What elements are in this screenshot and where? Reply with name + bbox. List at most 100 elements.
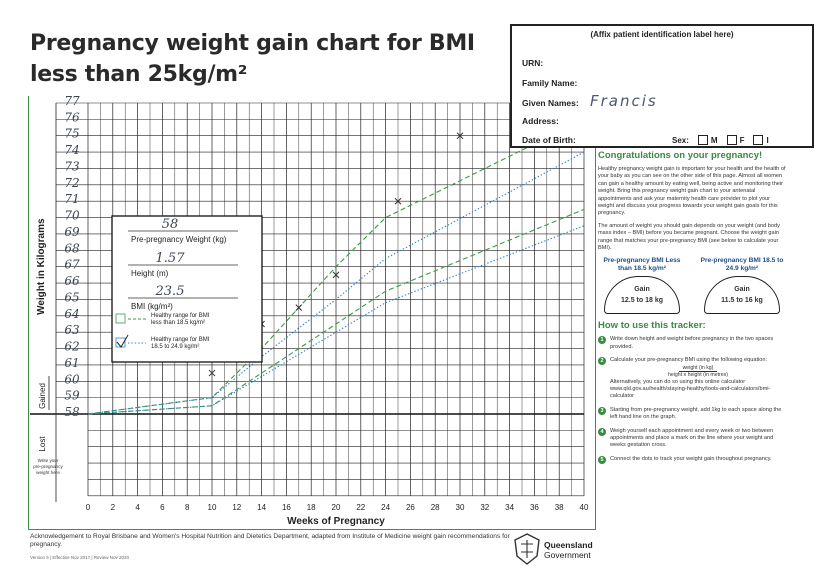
- y-handwritten-label: 76: [64, 110, 80, 124]
- legend2-label: Healthy range for BMI 18.5 to 24.9 kg/m²: [151, 337, 210, 350]
- x-tick-label: 38: [555, 503, 564, 512]
- qld-word-2: Government: [544, 550, 591, 560]
- qld-word-1: Queensland: [544, 540, 593, 550]
- sex-f-label: F: [739, 135, 745, 145]
- bmi-label: BMI (kg/m²): [131, 302, 173, 311]
- x-tick-label: 6: [160, 503, 165, 512]
- y-axis-label: Weight in Kilograms: [36, 218, 47, 315]
- step-3-text: Starting from pre-pregnancy weight, add …: [610, 406, 782, 421]
- step-5: 5 Connect the dots to track your weight g…: [598, 455, 786, 464]
- bmi1-gauge: Gain 12.5 to 18 kg: [604, 276, 680, 315]
- pre-weight-value: 58: [162, 217, 179, 232]
- qld-crest-icon: [514, 533, 540, 565]
- step-5-text: Connect the dots to track your weight ga…: [610, 455, 772, 462]
- gained-label: Gained: [38, 383, 47, 409]
- x-axis-label: Weeks of Pregnancy: [287, 516, 385, 527]
- x-tick-label: 8: [185, 503, 190, 512]
- y-handwritten-label: 63: [64, 323, 80, 337]
- y-handwritten-label: 71: [64, 192, 79, 206]
- step-2-alt-text: Alternatively, you can do so using this …: [610, 378, 771, 400]
- title-line-1: Pregnancy weight gain chart for BMI: [30, 31, 475, 56]
- qld-wordmark: Queensland Government: [544, 540, 593, 560]
- given-names-value[interactable]: Francis: [590, 92, 658, 110]
- how-to-heading: How to use this tracker:: [598, 320, 706, 332]
- y-handwritten-label: 77: [64, 94, 80, 108]
- version-text: Version 5 | Effective Nov 2017 | Review …: [30, 555, 130, 560]
- step-3-marker: 3: [598, 406, 606, 415]
- x-tick-label: 30: [456, 503, 465, 512]
- y-handwritten-label: 65: [64, 290, 79, 304]
- lost-label: Lost: [38, 436, 47, 452]
- y-handwritten-label: 58: [64, 405, 80, 419]
- intro-paragraph: Healthy pregnancy weight gain is importa…: [598, 166, 786, 217]
- y-handwritten-label: 61: [64, 356, 79, 370]
- x-tick-label: 10: [208, 503, 217, 512]
- congrats-heading: Congratulations on your pregnancy!: [598, 150, 763, 161]
- series-line-2: [87, 151, 585, 415]
- bmi-value: 23.5: [155, 284, 185, 299]
- step-1-text: Write down height and weight before preg…: [610, 336, 774, 350]
- y-handwritten-label: 64: [64, 307, 79, 321]
- formula-numerator: weight (in kg): [678, 365, 718, 373]
- y-handwritten-label: 69: [64, 225, 80, 239]
- y-handwritten-label: 60: [64, 372, 80, 386]
- weight-mark-x: [295, 304, 303, 311]
- x-tick-label: 20: [332, 503, 341, 512]
- legend1-label: Healthy range for BMI less than 18.5 kg/m…: [151, 313, 210, 326]
- legend2-check-icon: [116, 334, 129, 348]
- y-handwritten-label: 75: [64, 127, 79, 141]
- y-handwritten-label: 73: [64, 159, 80, 173]
- weight-mark-x: [394, 197, 402, 205]
- bmi1-gain-range: 12.5 to 18 kg: [620, 297, 664, 305]
- sex-f-checkbox[interactable]: [726, 135, 737, 145]
- legend1-checkbox: [115, 313, 126, 324]
- bmi1-title: Pre-pregnancy BMI Less than 18.5 kg/m²: [603, 257, 681, 273]
- x-tick-label: 24: [381, 503, 390, 512]
- bmi2-gauge: Gain 11.5 to 16 kg: [704, 276, 780, 315]
- urn-label: URN:: [522, 58, 544, 68]
- y-handwritten-label: 67: [64, 258, 80, 272]
- title-line-2: less than 25kg/m²: [30, 62, 248, 87]
- y-handwritten-label: 68: [64, 241, 80, 255]
- bmi1-gain-label: Gain: [634, 286, 650, 294]
- x-tick-label: 4: [135, 503, 140, 512]
- bmi2-gain-range: 11.5 to 16 kg: [721, 297, 763, 305]
- sex-m-checkbox[interactable]: [697, 135, 708, 145]
- bmi-paragraph: The amount of weight you should gain dep…: [598, 222, 780, 252]
- sex-i-checkbox[interactable]: [753, 135, 764, 145]
- x-tick-label: 26: [406, 503, 415, 512]
- step-1-marker: 1: [598, 336, 606, 345]
- sex-label: Sex:: [672, 135, 689, 145]
- given-names-label: Given Names:: [522, 98, 579, 108]
- x-tick-label: 0: [86, 503, 91, 512]
- step-4-text: Weigh yourself each appointment and ever…: [610, 427, 774, 449]
- step-2-text: Calculate your pre-pregnancy BMI using t…: [610, 357, 768, 364]
- bmi2-gain-label: Gain: [734, 286, 750, 294]
- family-name-label: Family Name:: [522, 78, 578, 88]
- patient-label-box: (Affix patient identification label here…: [510, 24, 814, 148]
- pre-weight-label: Pre-pregnancy Weight (kg): [131, 235, 227, 244]
- step-1: 1 Write down height and weight before pre…: [598, 336, 786, 351]
- y-handwritten-label: 66: [64, 274, 80, 288]
- step-4: 4 Weigh yourself each appointment and eve…: [598, 427, 786, 450]
- x-tick-label: 18: [307, 503, 316, 512]
- info-box: [111, 215, 263, 363]
- y-handwritten-label: 62: [64, 340, 79, 354]
- y-handwritten-label: 72: [64, 176, 79, 190]
- sex-m-label: M: [710, 135, 718, 145]
- step-4-marker: 4: [598, 427, 606, 436]
- x-tick-label: 22: [356, 503, 365, 512]
- sex-field: Sex: M F I: [672, 135, 769, 145]
- x-tick-label: 40: [580, 503, 589, 512]
- series-line-1: [87, 208, 585, 415]
- series-line-3: [87, 225, 585, 415]
- dob-label: Date of Birth:: [522, 135, 576, 145]
- x-tick-label: 36: [530, 503, 539, 512]
- y-handwritten-label: 59: [64, 389, 80, 403]
- sex-i-label: I: [766, 135, 769, 145]
- x-tick-label: 16: [282, 503, 291, 512]
- bmi-formula: weight (in kg) height x height (in metre…: [610, 365, 786, 379]
- height-value: 1.57: [156, 251, 186, 266]
- x-tick-label: 12: [232, 503, 241, 512]
